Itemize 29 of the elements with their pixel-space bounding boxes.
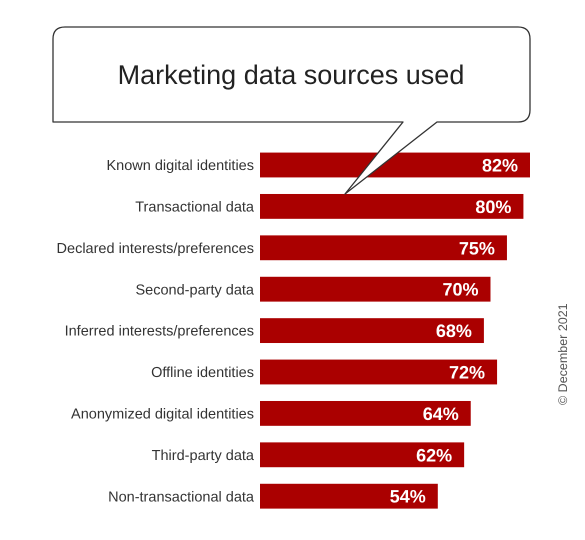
data-label: 54% — [390, 486, 426, 507]
data-label: 68% — [436, 321, 472, 342]
text: © December 2021 — [556, 303, 570, 405]
data-label: 70% — [442, 280, 478, 300]
y-tick-label: Declared interests/preferences — [56, 240, 254, 257]
data-label: 75% — [458, 238, 495, 258]
y-tick-label: Non-transactional data — [108, 489, 255, 506]
bar — [260, 276, 490, 302]
bar — [260, 194, 524, 219]
y-tick-label: Offline identities — [151, 365, 254, 382]
chart-title: Marketing data sources used — [118, 60, 464, 90]
bar — [260, 360, 498, 384]
bar — [260, 318, 484, 344]
data-label: 72% — [449, 362, 486, 382]
bar — [260, 152, 530, 178]
data-label: 80% — [475, 196, 512, 217]
y-tick-label: Transactional data — [135, 199, 255, 216]
y-tick-label: Anonymized digital identities — [71, 406, 254, 422]
y-tick-label: Second-party data — [136, 282, 255, 298]
y-tick-label: Third-party data — [152, 448, 255, 464]
bar — [260, 235, 507, 260]
data-label: 82% — [482, 155, 518, 176]
data-label: 62% — [416, 445, 452, 466]
y-tick-label: Inferred interests/preferences — [64, 324, 254, 340]
y-tick-label: Known digital identities — [106, 158, 254, 174]
bar — [260, 400, 471, 426]
bar — [260, 442, 464, 468]
data-label: 64% — [422, 404, 459, 424]
bar — [260, 484, 438, 509]
